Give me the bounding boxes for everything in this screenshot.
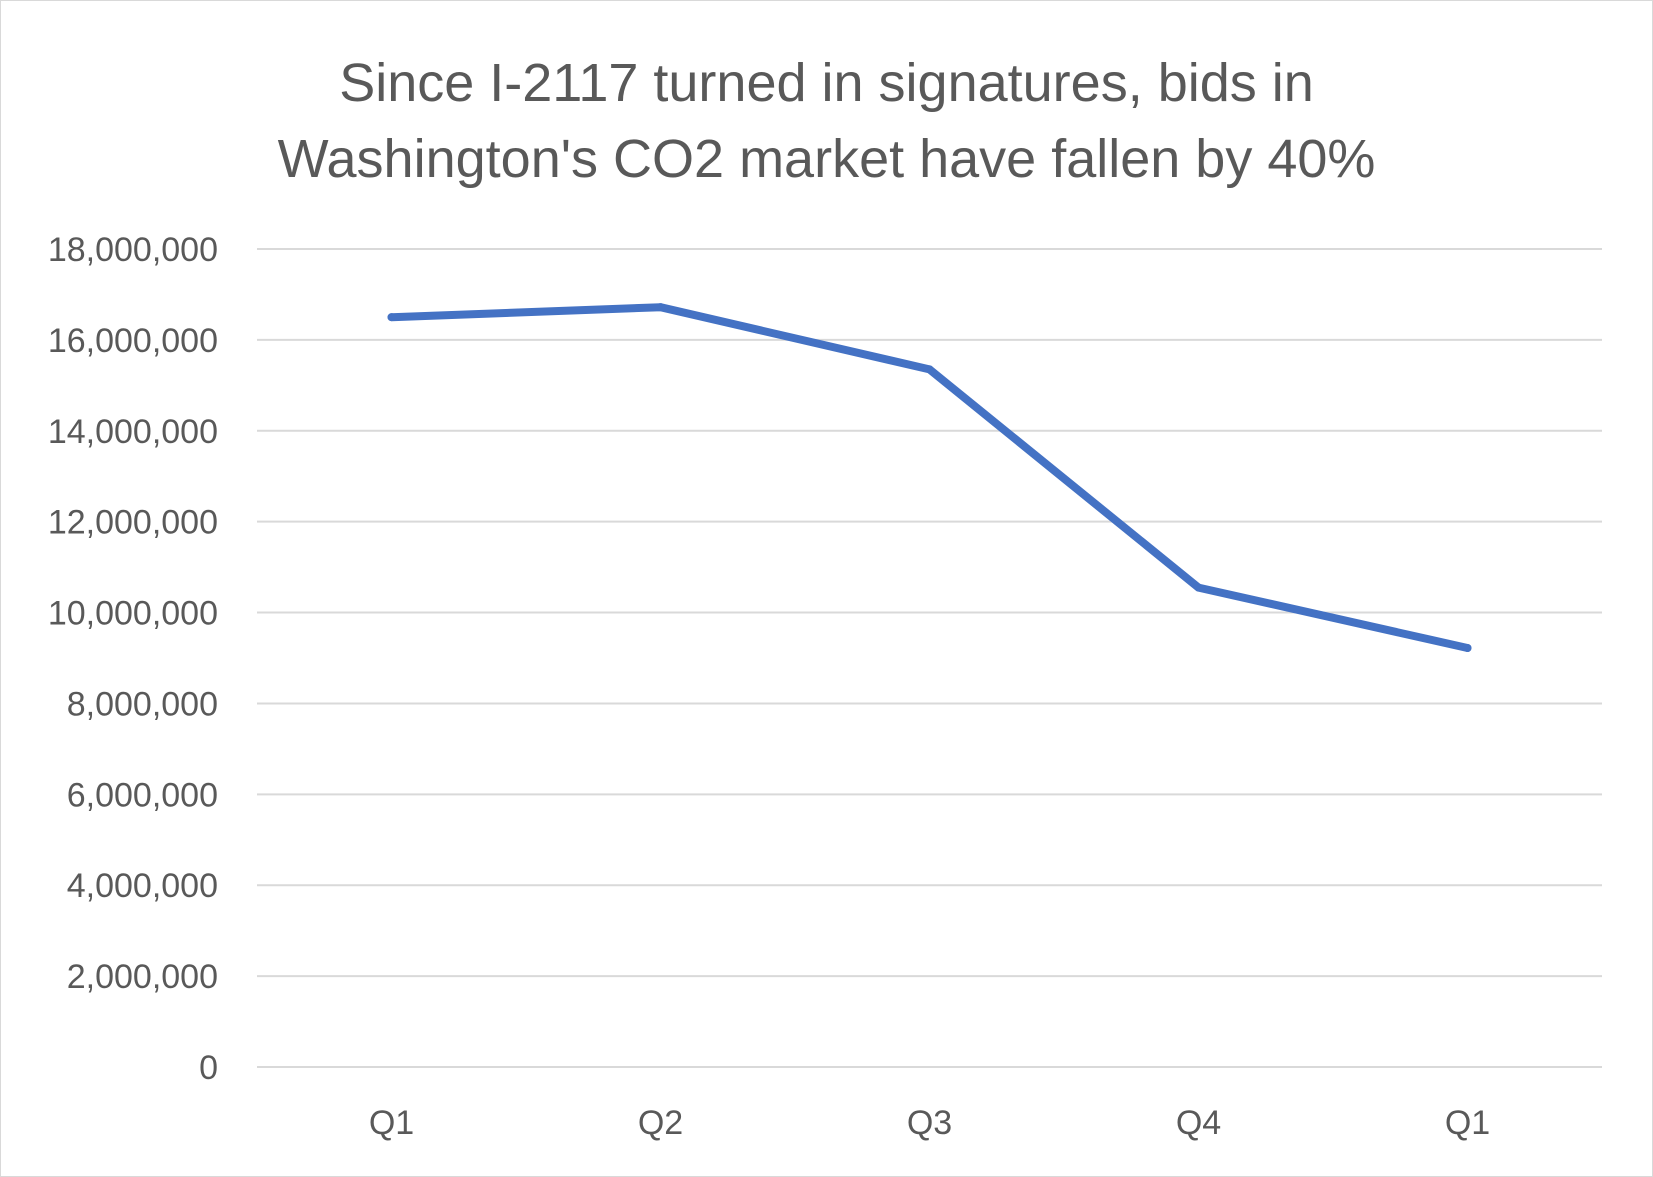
data-point xyxy=(925,365,934,374)
data-point xyxy=(1463,644,1472,653)
chart-title: Since I-2117 turned in signatures, bids … xyxy=(0,45,1653,197)
y-tick-label: 10,000,000 xyxy=(48,595,218,633)
data-point xyxy=(1194,583,1203,592)
y-tick-label: 18,000,000 xyxy=(48,231,218,269)
x-tick-label: Q4 xyxy=(1176,1104,1221,1142)
x-tick-label: Q3 xyxy=(907,1104,952,1142)
chart-title-line-2: Washington's CO2 market have fallen by 4… xyxy=(277,129,1376,189)
y-tick-label: 16,000,000 xyxy=(48,322,218,360)
y-tick-label: 8,000,000 xyxy=(67,685,218,723)
y-tick-label: 12,000,000 xyxy=(48,504,218,542)
y-tick-label: 4,000,000 xyxy=(67,867,218,905)
x-tick-label: Q1 xyxy=(1445,1104,1490,1142)
y-tick-label: 2,000,000 xyxy=(67,958,218,996)
data-point xyxy=(387,313,396,322)
y-tick-label: 14,000,000 xyxy=(48,413,218,451)
x-tick-label: Q1 xyxy=(369,1104,414,1142)
y-tick-label: 0 xyxy=(199,1049,218,1087)
x-tick-label: Q2 xyxy=(638,1104,683,1142)
data-point xyxy=(656,303,665,312)
chart-title-line-1: Since I-2117 turned in signatures, bids … xyxy=(339,53,1314,113)
y-tick-label: 6,000,000 xyxy=(67,776,218,814)
series-line xyxy=(387,303,1472,652)
